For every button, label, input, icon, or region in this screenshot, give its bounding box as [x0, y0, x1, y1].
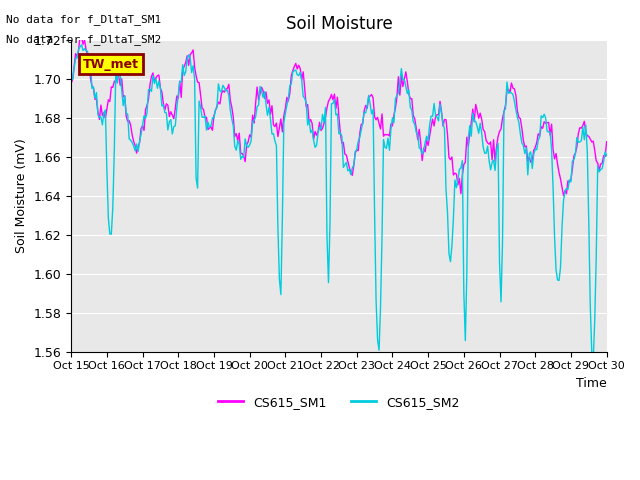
CS615_SM1	[67, 81, 75, 86]
CS615_SM2	[77, 42, 85, 48]
CS615_SM1	[603, 139, 611, 144]
CS615_SM1	[392, 106, 399, 111]
CS615_SM1	[559, 192, 567, 198]
Title: Soil Moisture: Soil Moisture	[285, 15, 392, 33]
CS615_SM2	[84, 48, 92, 54]
CS615_SM2	[539, 115, 547, 120]
CS615_SM1	[76, 33, 84, 38]
CS615_SM1	[539, 125, 547, 131]
Text: No data for f_DltaT_SM2: No data for f_DltaT_SM2	[6, 34, 162, 45]
Text: TW_met: TW_met	[83, 58, 140, 71]
Line: CS615_SM2: CS615_SM2	[71, 45, 607, 360]
CS615_SM2	[403, 91, 411, 96]
Text: No data for f_DltaT_SM1: No data for f_DltaT_SM1	[6, 14, 162, 25]
CS615_SM2	[374, 337, 381, 343]
CS615_SM1	[84, 52, 92, 58]
CS615_SM2	[603, 153, 611, 158]
CS615_SM1	[374, 115, 381, 120]
CS615_SM1	[403, 79, 411, 84]
Line: CS615_SM1: CS615_SM1	[71, 36, 607, 195]
X-axis label: Time: Time	[576, 377, 607, 390]
Y-axis label: Soil Moisture (mV): Soil Moisture (mV)	[15, 138, 28, 253]
CS615_SM2	[589, 357, 597, 363]
CS615_SM1	[168, 112, 176, 118]
CS615_SM2	[392, 96, 399, 102]
Legend: CS615_SM1, CS615_SM2: CS615_SM1, CS615_SM2	[213, 391, 465, 414]
CS615_SM2	[168, 131, 176, 137]
CS615_SM2	[67, 75, 75, 81]
